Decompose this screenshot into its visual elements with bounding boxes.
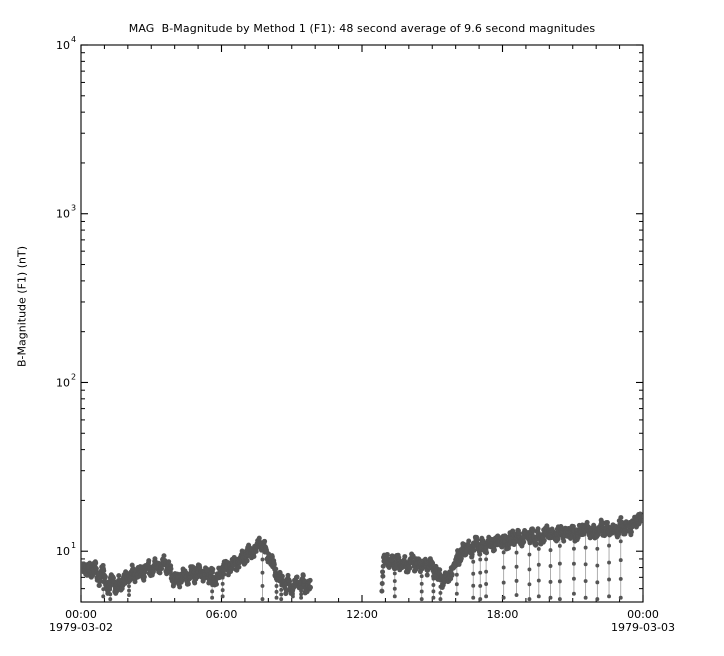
svg-text:06:00: 06:00 [206,608,238,621]
svg-text:18:00: 18:00 [487,608,519,621]
svg-text:1: 1 [71,541,76,550]
svg-text:10: 10 [56,376,70,389]
svg-text:00:00: 00:00 [65,608,97,621]
svg-text:10: 10 [56,208,70,221]
page-title: MAG B-Magnitude by Method 1 (F1): 48 sec… [128,22,596,35]
svg-text:1979-03-03: 1979-03-03 [611,621,675,634]
y-axis-ticks [81,44,643,590]
data-series-mag-f1 [81,511,643,602]
svg-text:2: 2 [71,372,76,381]
svg-text:1979-03-02: 1979-03-02 [49,621,113,634]
axes-frame [80,44,644,603]
svg-text:4: 4 [71,35,76,44]
svg-text:10: 10 [56,545,70,558]
svg-text:3: 3 [71,204,76,213]
svg-text:12:00: 12:00 [346,608,378,621]
svg-text:10: 10 [56,39,70,52]
svg-text:00:00: 00:00 [627,608,659,621]
